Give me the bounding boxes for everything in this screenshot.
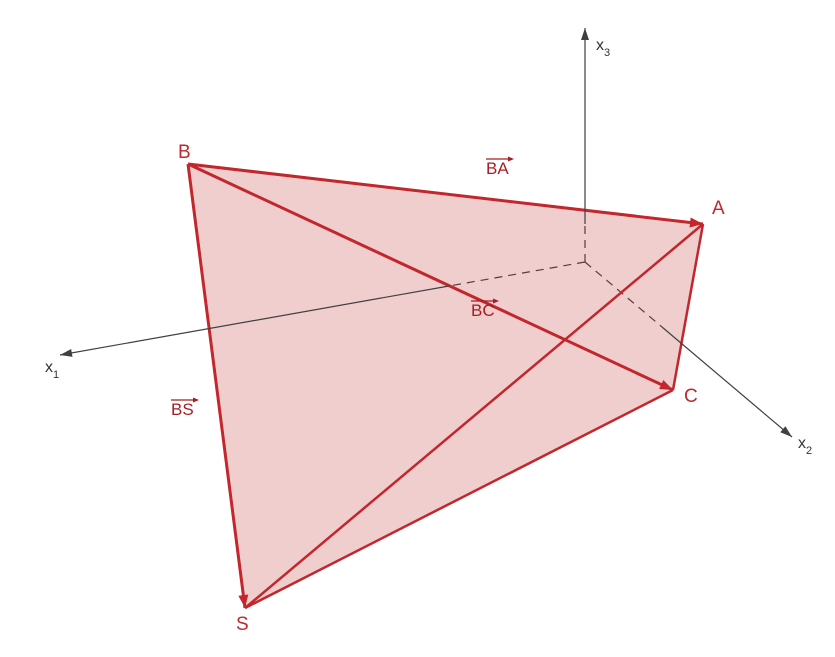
axis-x1-arrowhead <box>60 349 73 357</box>
point-label-s: S <box>236 614 249 635</box>
axis-x2 <box>662 327 792 437</box>
vector-label-bc: BC <box>471 301 495 320</box>
axis-label-x3: x3 <box>596 37 610 59</box>
point-label-a: A <box>712 198 725 219</box>
vector-label-bs-overline-arrow <box>193 398 199 403</box>
faces-layer <box>188 164 703 608</box>
vector-label-bs: BS <box>171 400 194 419</box>
point-label-c: C <box>684 386 698 407</box>
point-label-b: B <box>178 142 191 163</box>
diagram-canvas: ABCSBABCBSx1x2x3 <box>0 0 835 657</box>
axis-x3-arrowhead <box>581 28 589 40</box>
vector-label-ba: BA <box>486 159 509 178</box>
axis-label-x1: x1 <box>45 359 59 381</box>
axis-label-x2: x2 <box>798 435 812 457</box>
vector-label-ba-overline-arrow <box>508 157 514 162</box>
